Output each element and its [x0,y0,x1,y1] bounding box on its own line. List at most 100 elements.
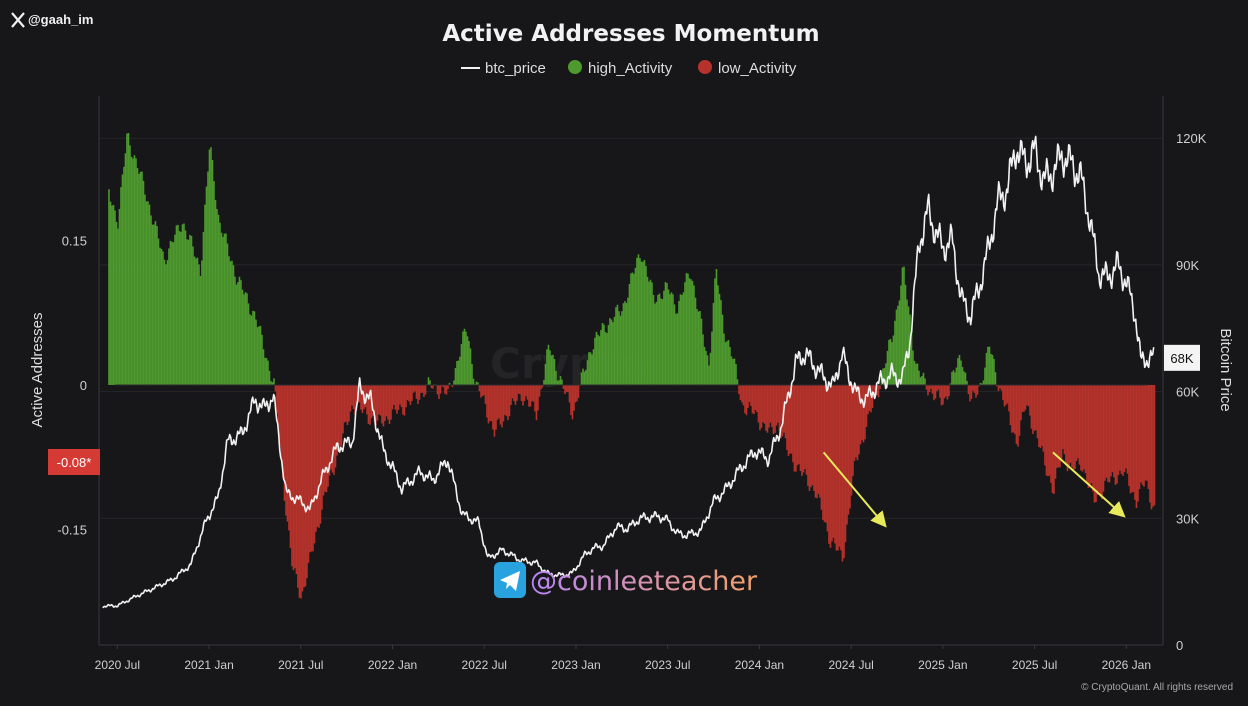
low-activity-bar [739,384,742,401]
high-activity-bar [900,285,902,385]
high-activity-bar [994,372,997,385]
low-activity-bar [774,384,776,433]
high-activity-bar [664,282,667,385]
low-activity-bar [526,384,529,400]
high-activity-bar [580,372,583,385]
high-activity-bar [235,284,238,385]
low-activity-bar [333,384,335,475]
low-activity-bar [1119,384,1121,471]
high-activity-bar [681,294,683,385]
high-activity-bar [694,297,697,385]
low-activity-bar [534,384,536,412]
high-activity-bar [679,294,682,385]
x-tick-label: 2020 Jul [95,658,140,672]
low-activity-bar [540,384,542,390]
x-tick-label: 2021 Jan [184,658,233,672]
low-activity-bar [324,384,326,492]
low-activity-bar [1023,384,1025,412]
low-activity-bar [321,384,323,510]
low-activity-bar [562,384,565,390]
high-activity-bar [172,242,175,385]
low-activity-bar [507,384,509,421]
low-activity-bar [498,384,500,419]
low-activity-bar [379,384,382,416]
high-activity-bar [124,153,127,385]
left-tick-label: 0.15 [62,233,87,248]
high-activity-bar [256,327,259,385]
low-activity-bar [372,384,374,416]
high-activity-bar [597,334,599,385]
high-activity-bar [121,174,124,385]
high-activity-bar [246,293,248,385]
low-activity-bar [850,384,853,496]
low-activity-bar [999,384,1001,389]
x-tick-label: 2023 Jan [551,658,600,672]
low-activity-bar [1084,384,1087,474]
low-activity-bar [1045,384,1048,476]
high-activity-bar [454,368,457,385]
high-activity-bar [949,383,952,385]
high-activity-bar [273,378,275,385]
low-activity-bar [976,384,979,395]
high-activity-bar [735,364,737,385]
low-activity-bar [1050,384,1052,483]
low-activity-bar [1150,384,1153,510]
high-activity-bar [708,365,710,385]
high-activity-bar [654,303,656,385]
x-tick-label: 2023 Jul [645,658,690,672]
low-activity-bar [358,384,361,403]
high-activity-bar [244,292,247,385]
low-activity-bar [784,384,787,439]
low-activity-bar [1083,384,1085,470]
high-activity-bar [982,380,985,385]
low-activity-bar [318,384,320,528]
high-activity-bar [144,194,146,385]
low-activity-bar [565,384,568,392]
low-activity-bar [1044,384,1046,466]
legend: btc_price high_Activity low_Activity [461,60,797,77]
low-activity-bar [1099,384,1102,497]
low-activity-bar [873,384,875,398]
low-activity-bar [1107,384,1109,482]
high-activity-bar [154,221,157,385]
low-activity-bar [1062,384,1064,450]
current-momentum-badge: -0.08* [48,449,100,475]
low-activity-bar [933,384,935,401]
high-activity-bar [984,367,986,385]
low-activity-bar [328,384,331,476]
low-activity-bar [568,384,571,403]
low-activity-bar [973,384,976,393]
high-activity-bar [198,264,200,385]
low-activity-bar [840,384,842,551]
low-activity-bar [1038,384,1040,448]
high-activity-bar [717,285,719,385]
high-activity-bar [915,363,917,385]
low-activity-bar [793,384,796,472]
high-activity-bar [157,238,160,385]
low-activity-bar [409,384,412,405]
low-activity-bar [1125,384,1127,469]
low-activity-bar [348,384,350,422]
high-activity-bar [228,256,230,385]
high-activity-bar [609,318,611,385]
low-activity-bar [1120,384,1123,474]
high-activity-bar [646,276,649,385]
high-activity-bar [169,240,172,385]
high-activity-bar [150,215,152,385]
low-activity-bar [814,384,817,498]
high-activity-bar [673,304,676,385]
low-activity-bar [768,384,770,428]
low-activity-bar [796,384,799,466]
high-activity-bar [552,354,554,385]
high-activity-bar [465,331,467,385]
low-activity-bar [1026,384,1028,406]
low-activity-bar [1051,384,1054,494]
high-activity-bar [903,266,905,385]
high-activity-bar [591,354,593,385]
low-activity-bar [315,384,317,532]
high-activity-bar [924,378,926,385]
low-activity-bar [832,384,835,538]
low-activity-bar [876,384,878,396]
high-activity-bar [196,257,199,385]
high-activity-bar [558,380,560,385]
